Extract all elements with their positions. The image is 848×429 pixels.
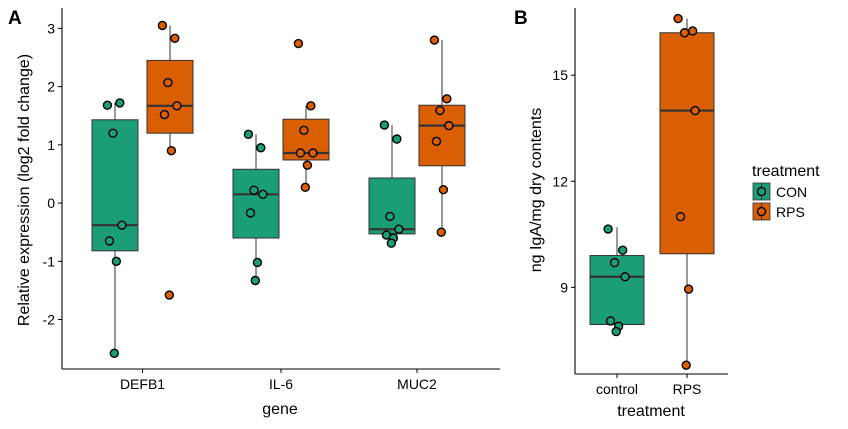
panel-a-rps-defb1-point xyxy=(172,101,182,111)
panel-a-con-muc2-point xyxy=(394,224,404,234)
panel-a-con-muc2-box xyxy=(368,177,416,235)
panel-a-rps-defb1-box xyxy=(146,59,194,134)
panel-a-con-defb1-box xyxy=(91,119,139,252)
panel-a-y-tick-label: 2 xyxy=(47,79,55,95)
panel-b-x-tick-label-control: control xyxy=(596,381,638,397)
panel-a-con-il-6-box xyxy=(232,168,280,239)
panel-b-rps-rps-point xyxy=(675,211,686,222)
panel-b-x-tick-label-rps: RPS xyxy=(673,381,702,397)
panel-a-y-tick-label: 0 xyxy=(47,195,55,211)
panel-a-rps-il-6-point xyxy=(306,101,316,111)
panel-a-con-il-6-point xyxy=(256,143,266,153)
panel-a-con-muc2-point xyxy=(379,120,390,130)
panel-a-x-tick-label-muc2: MUC2 xyxy=(397,376,437,392)
panel-b-y-tick-label: 15 xyxy=(552,67,568,83)
panel-b-con-control-point xyxy=(611,326,621,337)
panel-a-rps-il-6-point xyxy=(299,125,309,135)
panel-a-con-il-6-point xyxy=(250,275,261,286)
panel-a-con-il-6-point xyxy=(258,189,268,200)
panel-b-con-control-point xyxy=(603,224,613,234)
legend-key-rps: RPS xyxy=(752,202,805,221)
panel-a-rps-il-6-point xyxy=(300,182,311,193)
panel-a-rps-muc2-point xyxy=(438,184,449,195)
panel-a-con-defb1-point xyxy=(102,100,113,110)
panel-a-con-defb1-point xyxy=(104,236,115,246)
panel-a-con-muc2-point xyxy=(386,238,397,248)
panel-a-rps-muc2-box xyxy=(418,104,466,167)
panel-label-b: B xyxy=(514,8,528,29)
panel-a-con-il-6-point xyxy=(245,208,256,218)
panel-a-rps-defb1-point xyxy=(159,109,170,120)
panel-b-con-control-box xyxy=(589,255,645,325)
panel-b-rps-rps-point xyxy=(679,28,690,38)
panel-a-con-defb1-point xyxy=(111,256,122,266)
panel-a-rps-defb1-point xyxy=(170,33,180,43)
panel-a-y-tick-label: 3 xyxy=(47,20,55,36)
panel-a-rps-il-6-point xyxy=(293,38,304,49)
panel-b-rps-rps-point xyxy=(681,360,691,370)
panel-a-con-il-6-point xyxy=(243,129,254,140)
panel-a-y-axis-title: Relative expression (log2 fold change) xyxy=(16,54,33,326)
panel-a-x-axis-title: gene xyxy=(262,401,298,418)
panel-a-rps-muc2-point xyxy=(444,120,454,131)
panel-a-rps-defb1-point xyxy=(157,20,168,31)
legend-title: treatment xyxy=(752,163,820,180)
panel-b-plot: 9 12 15 control RPS xyxy=(552,8,728,397)
legend-key-con: CON xyxy=(752,182,807,201)
panel-a-rps-muc2-point xyxy=(429,35,440,45)
panel-a-con-muc2-point xyxy=(392,134,402,144)
panel-b-x-axis-title: treatment xyxy=(617,403,685,420)
legend-point-con xyxy=(756,186,767,197)
panel-a-con-defb1-point xyxy=(115,98,125,108)
panel-a-plot: -2 -1 0 1 2 3 DEFB1 IL-6 MUC2 xyxy=(43,8,500,392)
panel-a-y-tick-label: -1 xyxy=(43,253,56,269)
panel-a-rps-muc2-point xyxy=(435,105,445,116)
panel-b-rps-rps-point xyxy=(673,13,683,24)
panel-a-con-il-6-point xyxy=(249,185,259,195)
panel-a-con-defb1-point xyxy=(109,348,120,358)
panel-a-rps-muc2-point xyxy=(436,227,447,237)
panel-a-y-tick-label: -2 xyxy=(43,312,56,328)
legend: treatment CON RPS xyxy=(752,163,820,221)
panel-a-y-tick-label: 1 xyxy=(47,137,55,153)
panel-b-y-axis-title: ng IgA/mg dry contents xyxy=(528,108,545,273)
panel-a-rps-defb1-point xyxy=(163,77,173,88)
panel-b-rps-rps-point xyxy=(687,26,698,36)
panel-b-y-tick-label: 12 xyxy=(552,173,568,189)
panel-a-rps-il-6-point xyxy=(308,148,318,158)
panel-a-con-defb1-point xyxy=(108,128,118,138)
panel-b-con-control-point xyxy=(617,245,628,255)
panel-a-rps-muc2-point xyxy=(431,136,442,147)
panel-a-rps-muc2-point xyxy=(442,94,452,104)
panel-a-x-tick-label-il-6: IL-6 xyxy=(269,376,293,392)
legend-point-rps xyxy=(756,206,767,217)
panel-a-con-muc2-point xyxy=(385,211,395,222)
panel-b-con-control-point xyxy=(605,316,616,326)
panel-label-a: A xyxy=(8,8,22,29)
panel-b-con-control-point xyxy=(609,257,620,268)
panel-b-rps-rps-box xyxy=(659,32,715,255)
legend-label-rps: RPS xyxy=(776,204,805,220)
panel-a-x-tick-label-defb1: DEFB1 xyxy=(120,376,165,392)
panel-a-rps-il-6-point xyxy=(295,148,306,158)
panel-b-con-control-point xyxy=(620,272,630,282)
panel-a-rps-defb1-point xyxy=(164,290,175,300)
panel-a-con-il-6-point xyxy=(252,257,263,268)
panel-a-rps-il-6-point xyxy=(302,160,313,170)
panel-b-rps-rps-point xyxy=(683,284,694,294)
panel-b-rps-rps-point xyxy=(690,105,700,116)
panel-a-rps-defb1-point xyxy=(166,145,177,156)
legend-label-con: CON xyxy=(776,184,807,200)
panel-b-y-tick-label: 9 xyxy=(560,279,568,295)
panel-a-con-defb1-point xyxy=(117,220,127,230)
